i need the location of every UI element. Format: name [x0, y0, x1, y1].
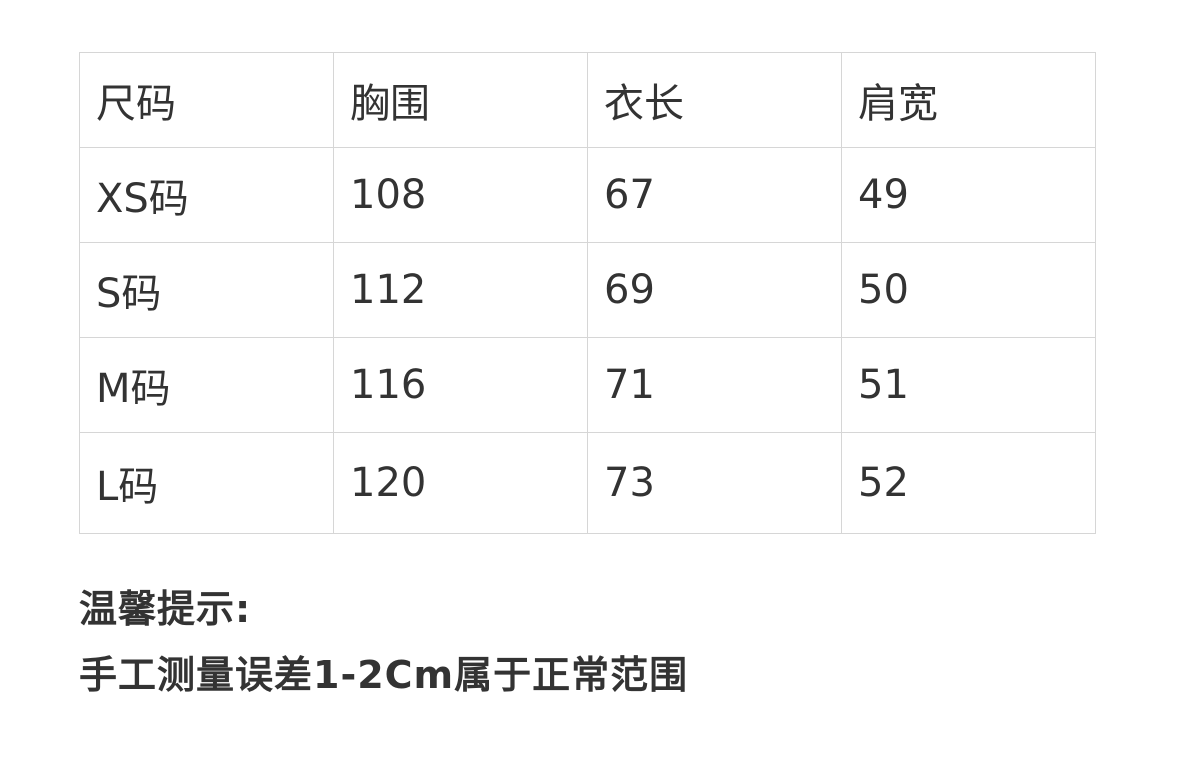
table-cell: 69	[587, 242, 842, 338]
table-cell: 108	[333, 147, 588, 243]
note-title: 温馨提示:	[79, 587, 252, 631]
table-row: M码 116 71 51	[79, 337, 1096, 433]
table-cell: 73	[587, 432, 842, 534]
table-cell: 67	[587, 147, 842, 243]
header-cell: 衣长	[587, 52, 842, 148]
table-cell: S码	[79, 242, 334, 338]
size-table: 尺码 胸围 衣长 肩宽 XS码 108 67 49 S码 112 69 50 M…	[79, 52, 1096, 534]
header-cell: 肩宽	[841, 52, 1096, 148]
table-cell: L码	[79, 432, 334, 534]
table-row: XS码 108 67 49	[79, 147, 1096, 243]
header-cell: 尺码	[79, 52, 334, 148]
table-cell: M码	[79, 337, 334, 433]
table-cell: 120	[333, 432, 588, 534]
table-cell: XS码	[79, 147, 334, 243]
table-cell: 52	[841, 432, 1096, 534]
header-cell: 胸围	[333, 52, 588, 148]
table-cell: 112	[333, 242, 588, 338]
table-cell: 49	[841, 147, 1096, 243]
table-cell: 50	[841, 242, 1096, 338]
table-cell: 71	[587, 337, 842, 433]
table-header-row: 尺码 胸围 衣长 肩宽	[79, 52, 1096, 148]
table-cell: 116	[333, 337, 588, 433]
table-cell: 51	[841, 337, 1096, 433]
note-text: 手工测量误差1-2Cm属于正常范围	[79, 653, 689, 697]
table-row: L码 120 73 52	[79, 432, 1096, 534]
table-row: S码 112 69 50	[79, 242, 1096, 338]
